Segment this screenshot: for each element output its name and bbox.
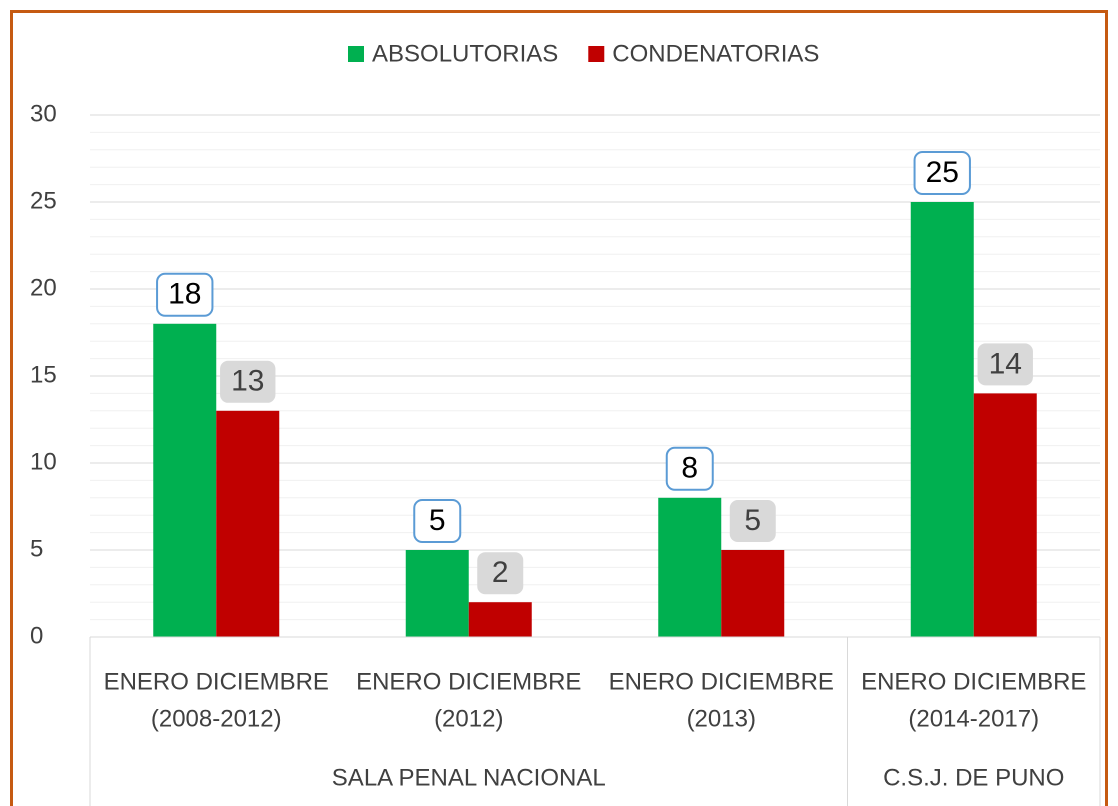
y-tick-label: 20	[30, 274, 57, 301]
group-label: SALA PENAL NACIONAL	[332, 764, 606, 791]
data-label-box	[977, 343, 1033, 386]
data-label: 18	[168, 278, 201, 311]
bar	[658, 497, 722, 637]
data-label: 14	[989, 347, 1022, 380]
bar	[405, 550, 469, 637]
data-label-box	[413, 499, 462, 543]
x-tick-label: (2014-2017)	[908, 705, 1039, 732]
legend-swatch	[348, 46, 364, 62]
y-tick-label: 0	[30, 622, 43, 649]
data-label: 13	[231, 365, 264, 398]
bar	[973, 393, 1037, 637]
bar	[910, 202, 974, 637]
bar	[153, 323, 217, 637]
data-label: 5	[429, 504, 446, 537]
data-label-box	[477, 552, 524, 595]
data-label-box	[665, 446, 714, 491]
chart-border	[10, 10, 1108, 806]
y-tick-label: 15	[30, 361, 57, 388]
y-tick-label: 25	[30, 187, 57, 214]
data-label-box	[220, 360, 276, 403]
data-label: 25	[926, 156, 959, 189]
x-tick-label: (2012)	[434, 705, 503, 732]
x-tick-label: ENERO DICIEMBRE	[861, 668, 1086, 695]
y-tick-label: 10	[30, 448, 57, 475]
y-tick-label: 30	[30, 100, 57, 127]
x-tick-label: ENERO DICIEMBRE	[356, 668, 581, 695]
bar	[721, 550, 785, 637]
bar	[216, 410, 280, 637]
x-tick-label: ENERO DICIEMBRE	[104, 668, 329, 695]
x-tick-label: (2008-2012)	[151, 705, 282, 732]
x-tick-label: (2013)	[687, 705, 756, 732]
data-label: 8	[681, 452, 698, 485]
data-label-box	[729, 500, 776, 542]
data-label: 2	[492, 556, 509, 589]
legend-label: CONDENATORIAS	[612, 40, 819, 67]
bar	[468, 602, 532, 637]
data-label-box	[913, 151, 971, 195]
x-tick-label: ENERO DICIEMBRE	[609, 668, 834, 695]
data-label: 5	[744, 504, 761, 537]
group-label: C.S.J. DE PUNO	[883, 764, 1064, 791]
y-tick-label: 5	[30, 535, 43, 562]
legend-swatch	[588, 46, 605, 62]
legend-label: ABSOLUTORIAS	[372, 40, 558, 67]
data-label-box	[156, 272, 214, 317]
